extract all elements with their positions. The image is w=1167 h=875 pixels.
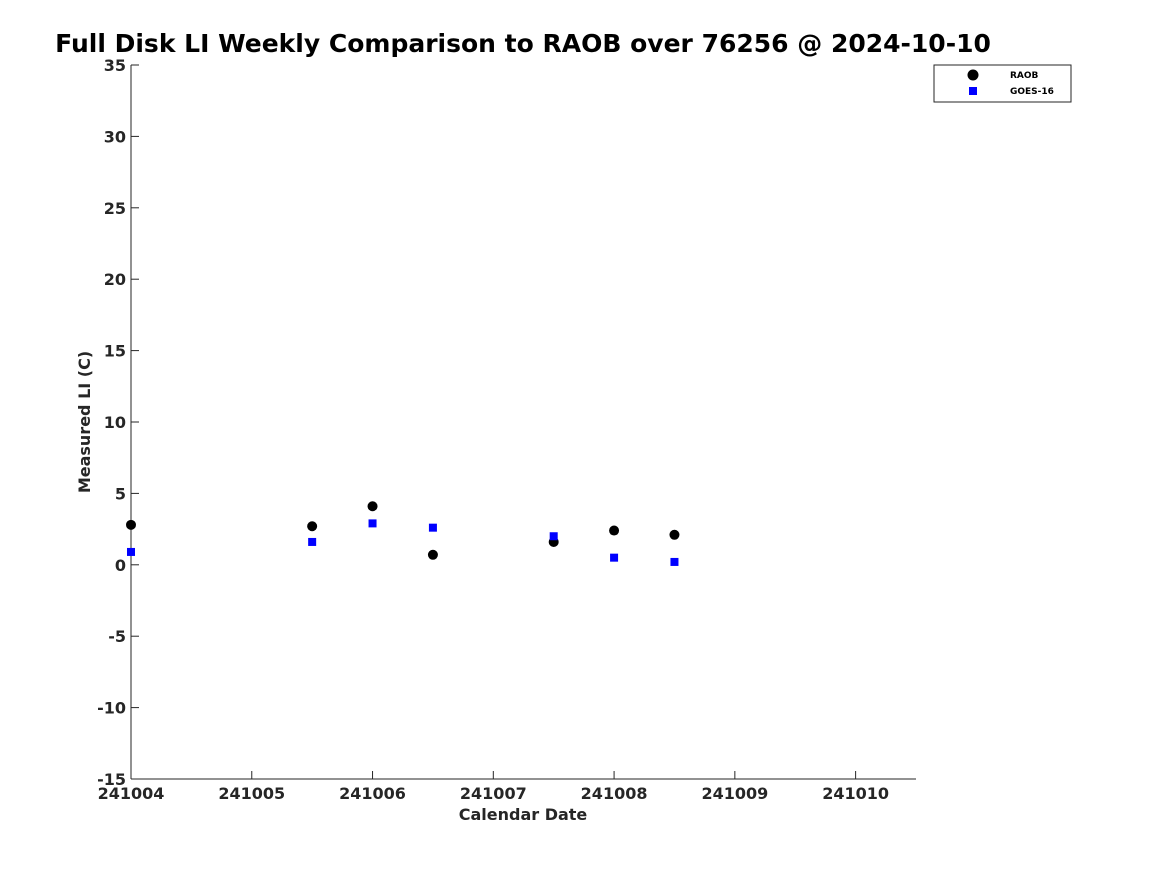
point-raob [427, 549, 438, 560]
legend-label-goes: GOES-16 [1010, 87, 1054, 97]
x-tick-label: 241008 [581, 784, 648, 803]
point-raob [126, 519, 136, 530]
y-tick-label: 35 [104, 56, 126, 75]
x-ticks: 241004 241005 241006 241007 241008 241009 2410… [98, 771, 889, 803]
y-tick-label: 5 [115, 484, 126, 503]
point-goes-16 [127, 547, 135, 556]
legend-marker-goes [969, 87, 977, 95]
y-ticks: 35 30 25 20 15 10 5 0 -5 -10 -15 [97, 56, 139, 789]
point-raob [307, 521, 318, 532]
x-tick-label: 241004 [98, 784, 165, 803]
point-raob [609, 525, 620, 536]
point-goes-16 [308, 537, 317, 546]
y-tick-label: 15 [104, 342, 126, 361]
y-tick-label: -5 [108, 627, 126, 646]
data-points [126, 501, 680, 566]
legend: RAOB GOES-16 [933, 64, 1072, 103]
axes [130, 65, 916, 780]
x-tick-label: 241007 [460, 784, 527, 803]
chart-title: Full Disk LI Weekly Comparison to RAOB o… [55, 29, 991, 58]
legend-box [933, 64, 1072, 103]
point-goes-16 [549, 532, 558, 541]
legend-label-raob: RAOB [1010, 71, 1039, 81]
y-tick-label: 0 [115, 556, 126, 575]
y-tick-label: 20 [104, 270, 126, 289]
y-tick-label: 25 [104, 199, 126, 218]
x-tick-label: 241005 [218, 784, 285, 803]
point-raob [669, 529, 680, 540]
point-goes-16 [368, 519, 377, 528]
x-tick-label: 241009 [701, 784, 768, 803]
y-tick-label: -15 [97, 770, 126, 789]
legend-marker-raob [967, 69, 979, 81]
x-tick-label: 241006 [339, 784, 406, 803]
y-tick-label: 30 [104, 127, 126, 146]
y-axis-label: Measured LI (C) [75, 351, 94, 493]
point-goes-16 [610, 553, 619, 562]
y-tick-label: 10 [104, 413, 126, 432]
x-axis-label: Calendar Date [459, 805, 588, 824]
x-tick-label: 241010 [822, 784, 889, 803]
point-goes-16 [670, 557, 679, 566]
point-raob [367, 501, 378, 512]
y-tick-label: -10 [97, 699, 126, 718]
point-goes-16 [428, 523, 437, 532]
